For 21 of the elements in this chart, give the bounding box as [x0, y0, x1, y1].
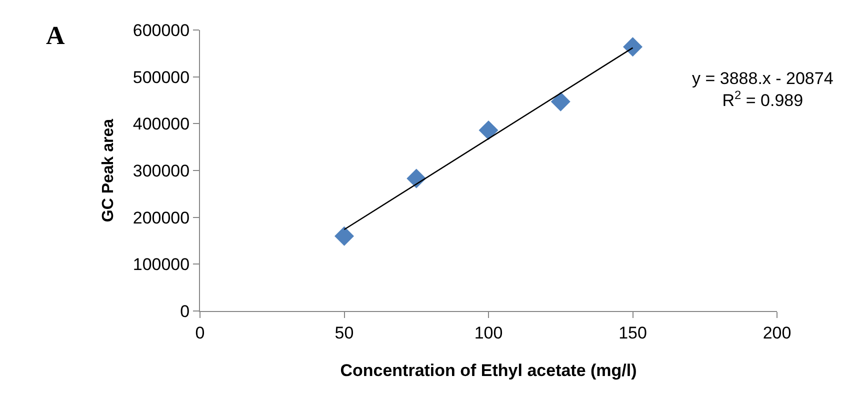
y-tick-label: 600000	[132, 20, 190, 40]
y-tick-label: 300000	[132, 161, 190, 180]
x-axis-title: Concentration of Ethyl acetate (mg/l)	[340, 360, 637, 380]
x-tick-label: 100	[474, 323, 503, 342]
x-tick-label: 150	[618, 323, 647, 342]
y-tick-label: 0	[180, 302, 190, 321]
y-axis-title: GC Peak area	[100, 118, 117, 222]
point	[623, 37, 642, 57]
y-tick-label: 400000	[132, 114, 190, 134]
annotation: y = 3888.x - 20874 R$^{2}$ = 0.989	[692, 69, 834, 110]
y-tick-label: 500000	[132, 68, 190, 87]
x-tick-label: 0	[195, 323, 205, 342]
x-tick-label: 200	[762, 323, 792, 342]
point	[478, 120, 498, 140]
x-tick-label: 50	[334, 323, 354, 342]
y-tick-label: 100000	[132, 255, 190, 274]
point	[406, 168, 426, 188]
text: A	[46, 21, 65, 50]
y-tick-label: 200000	[132, 208, 190, 228]
point	[334, 226, 354, 246]
point	[550, 92, 570, 112]
